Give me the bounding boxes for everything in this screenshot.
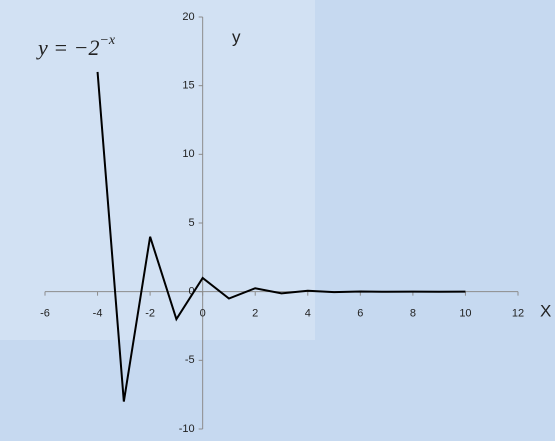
y-tick-label: 10: [182, 148, 194, 160]
y-tick-label: 5: [189, 217, 195, 229]
y-tick-label: 0: [189, 286, 195, 298]
x-tick-label: 10: [459, 308, 471, 320]
y-tick-label: -5: [185, 354, 195, 366]
y-axis-label: y: [232, 27, 241, 46]
title-exponent: −x: [99, 33, 115, 48]
title-base: y = −2: [36, 35, 99, 60]
x-tick-label: 2: [252, 308, 258, 320]
line-series: [96, 71, 466, 402]
x-tick-label: -2: [145, 308, 155, 320]
x-tick-label: 12: [512, 308, 524, 320]
x-tick-label: 0: [200, 308, 206, 320]
y-tick-label: -10: [179, 423, 195, 435]
x-tick-label: -4: [93, 308, 103, 320]
x-tick-label: 8: [410, 308, 416, 320]
y-tick-label: 20: [182, 11, 194, 23]
chart-title: y = −2−x: [36, 33, 116, 60]
x-axis-label: X: [540, 301, 551, 320]
x-tick-label: 6: [357, 308, 363, 320]
x-tick-label: -6: [40, 308, 50, 320]
watermark-panel: [0, 0, 315, 340]
x-tick-label: 4: [305, 308, 311, 320]
y-tick-label: 15: [182, 80, 194, 92]
